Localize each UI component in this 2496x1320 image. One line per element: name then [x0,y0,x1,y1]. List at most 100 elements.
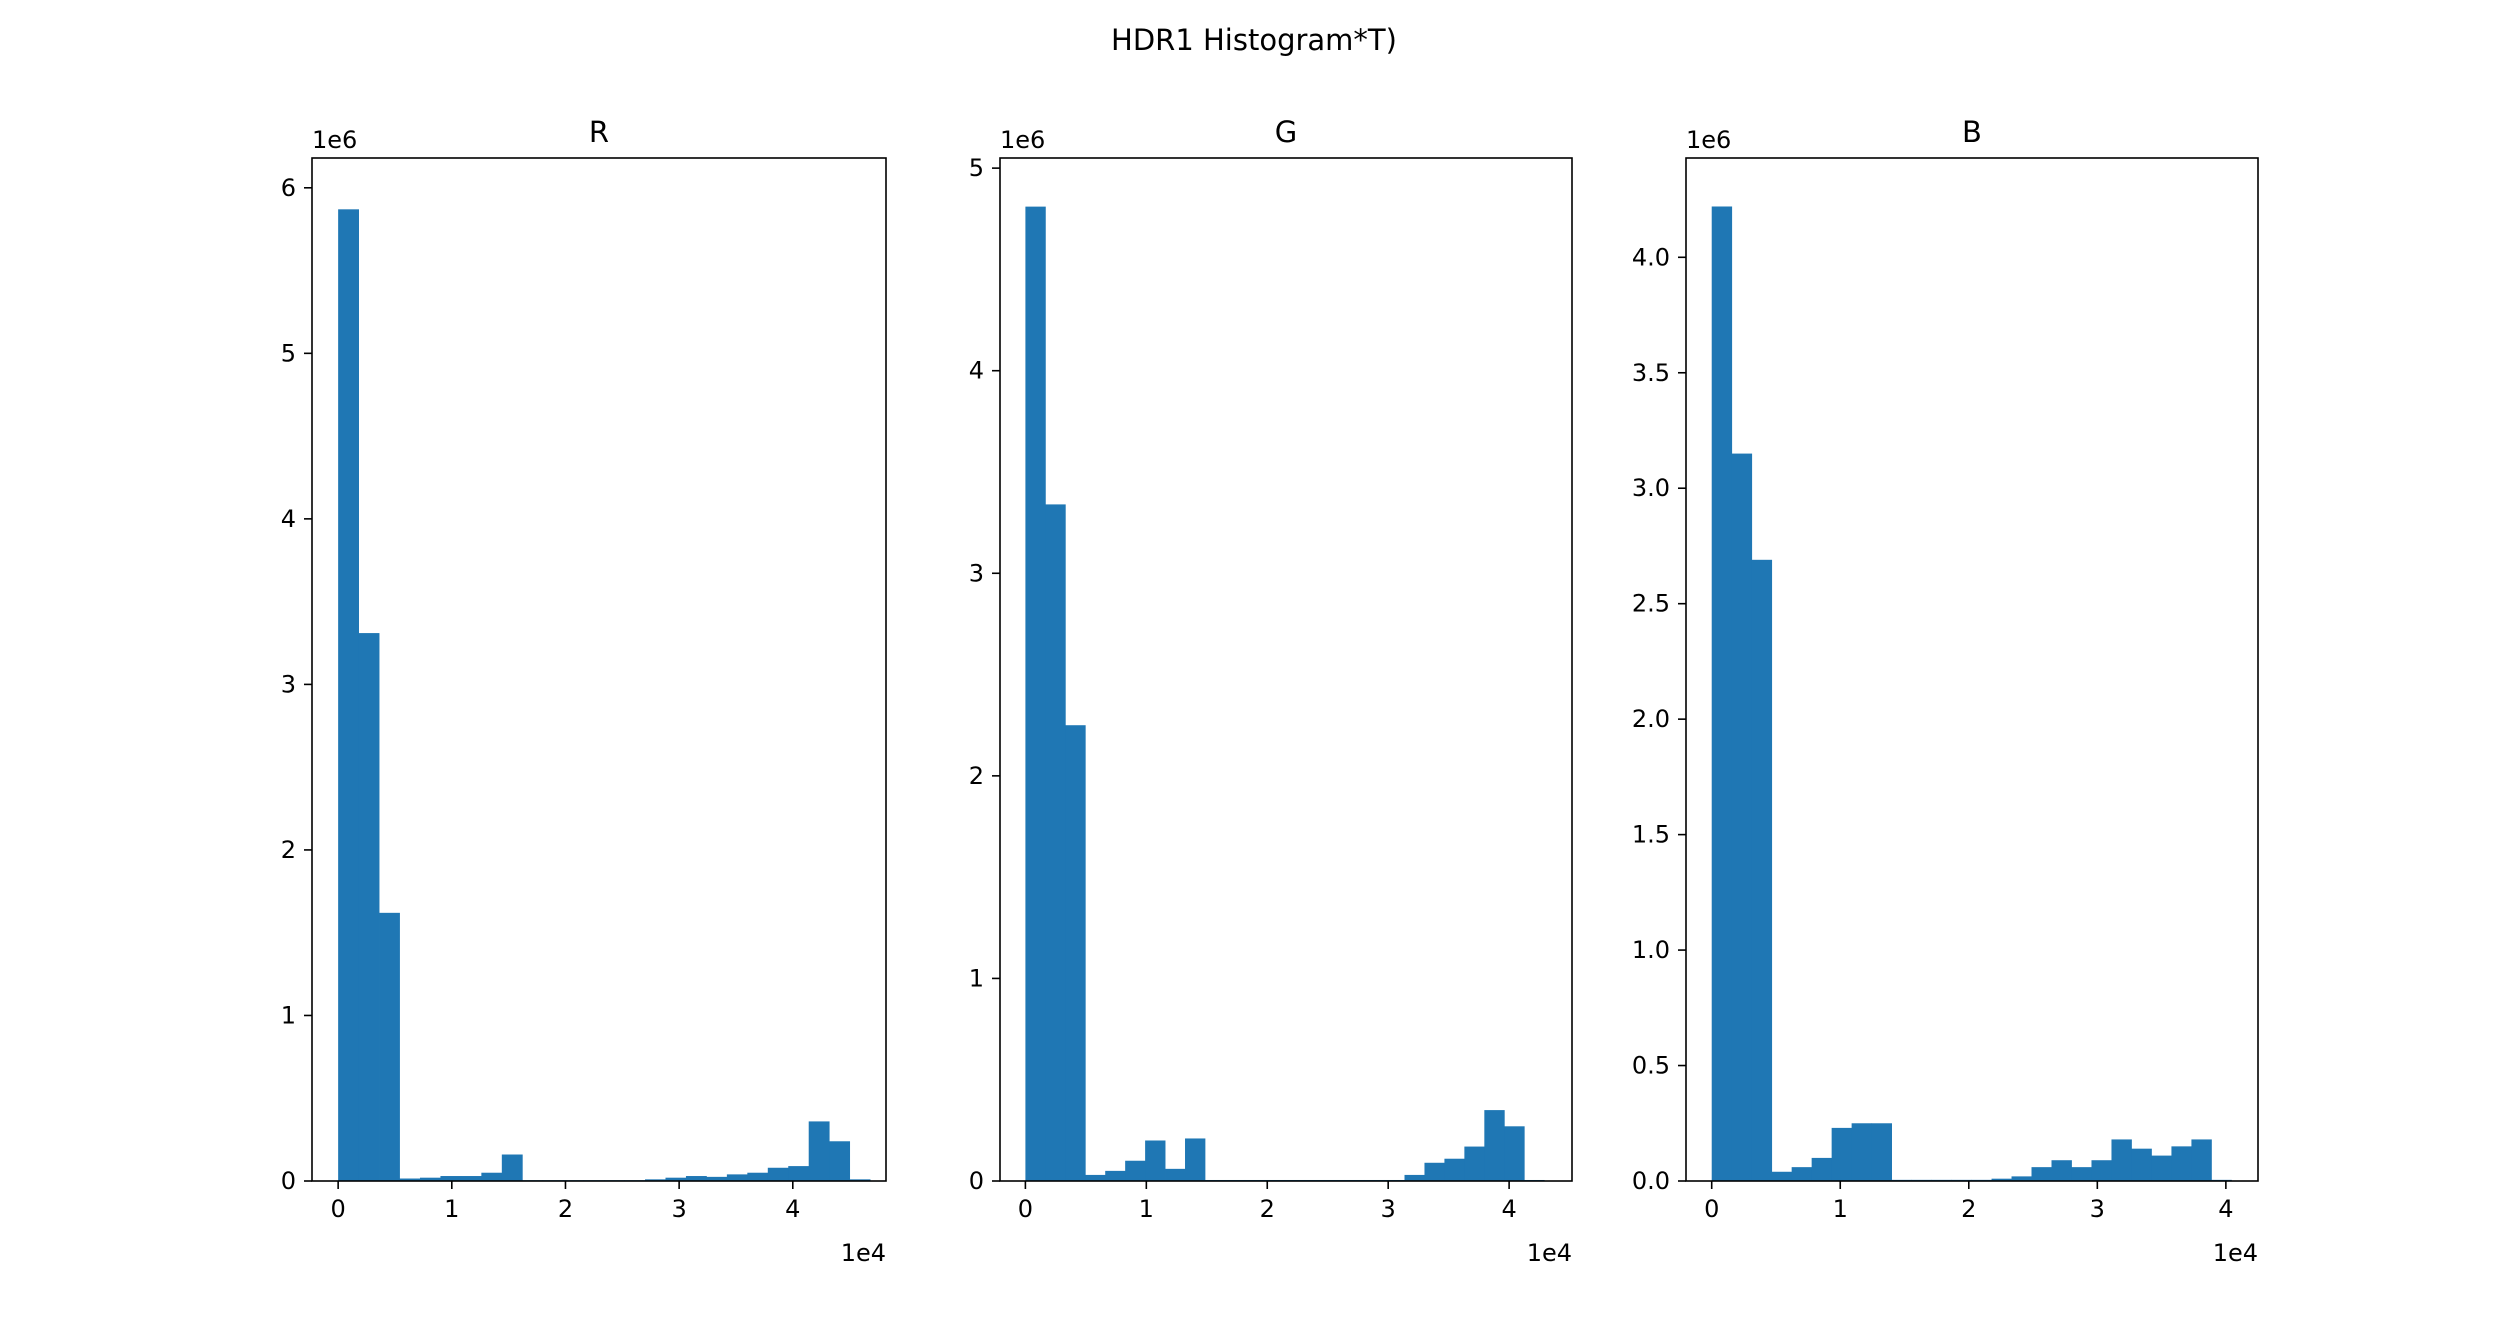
x-multiplier-label: 1e4 [2213,1239,2258,1267]
histogram-bar [1145,1140,1166,1181]
histogram-bar [481,1172,503,1181]
y-tick-label: 3.5 [1632,359,1670,387]
histogram-bar [1424,1162,1445,1181]
y-tick-label: 2 [281,836,296,864]
y-multiplier-label: 1e6 [1000,126,1045,154]
x-tick-label: 3 [671,1195,686,1223]
histogram-bar [2131,1148,2152,1181]
histogram-bar [1991,1178,2012,1181]
y-tick-label: 4.0 [1632,243,1670,271]
y-tick-label: 6 [281,174,296,202]
histogram-bar [1791,1167,1813,1181]
x-multiplier-label: 1e4 [841,1239,886,1267]
y-tick-label: 0 [281,1167,296,1195]
histogram-bar [2031,1167,2052,1181]
histogram-bar [1085,1174,1106,1181]
histogram-bar [1771,1171,1793,1181]
histogram-bar [2151,1155,2172,1181]
histogram-bar [1065,725,1086,1181]
histogram-bar [726,1174,748,1181]
histogram-bar [665,1177,687,1181]
x-tick-label: 3 [1381,1195,1396,1223]
histogram-bar [1751,559,1773,1181]
histogram-bar [788,1166,810,1181]
histogram-bar [1404,1174,1425,1181]
y-multiplier-label: 1e6 [312,126,357,154]
x-tick-label: 2 [1260,1195,1275,1223]
histogram-bar [1504,1126,1525,1181]
histogram-panel-g: 0 1 2 3 4 0 1 2 3 4 5 1e6 1e4 G [969,115,1573,1267]
histogram-bar [1831,1127,1853,1181]
histogram-panel-b: 0 1 2 3 4 0.0 0.5 1.0 1.5 2.0 2.5 3.0 3.5 4.0 1e6 1e4 B [1632,115,2259,1267]
y-tick-label: 5 [969,154,984,182]
y-tick-label: 4 [281,505,296,533]
histogram-bar [1711,206,1733,1182]
histogram-bar [399,1178,421,1181]
y-tick-label: 5 [281,339,296,367]
y-tick-label: 1 [281,1001,296,1029]
histogram-bar [1731,453,1753,1182]
x-tick-label: 1 [1833,1195,1848,1223]
x-multiplier-label: 1e4 [1527,1239,1572,1267]
x-tick-label: 1 [1139,1195,1154,1223]
x-tick-label: 3 [2090,1195,2105,1223]
histogram-bar [1125,1160,1146,1181]
x-tick-label: 0 [331,1195,346,1223]
histogram-bar [747,1172,769,1181]
histogram-bar [440,1176,462,1181]
histogram-bar [1025,206,1046,1181]
axes-frame [999,157,1573,1182]
axes-frame [311,157,887,1182]
histogram-bar [1165,1168,1186,1181]
histogram-bar [767,1167,789,1181]
histogram-panel-r: 0 1 2 3 4 0 1 2 3 4 5 6 1e6 1e4 R [281,115,887,1267]
histogram-bar [706,1176,728,1181]
axes-frame [1685,157,2259,1182]
panel-title: G [1275,115,1297,149]
x-tick-label: 4 [785,1195,800,1223]
histogram-bar [419,1177,441,1181]
histogram-bar [1484,1110,1505,1181]
y-multiplier-label: 1e6 [1686,126,1731,154]
histogram-bar [2011,1176,2032,1181]
y-tick-label: 4 [969,357,984,385]
y-tick-label: 3 [281,670,296,698]
histogram-bar [1811,1157,1833,1181]
x-tick-label: 1 [444,1195,459,1223]
figure-title: HDR1 Histogram*T) [1111,23,1397,57]
histogram-bar [460,1176,482,1181]
histogram-bar [2111,1139,2132,1181]
histogram-bar [379,912,400,1181]
y-tick-label: 1.0 [1632,936,1670,964]
y-tick-label: 2.5 [1632,590,1670,618]
x-tick-label: 4 [2218,1195,2233,1223]
histogram-bar [2091,1160,2112,1181]
histogram-bar [358,633,380,1181]
histogram-bar [1444,1158,1465,1181]
histogram-bar [849,1179,871,1181]
x-tick-label: 2 [1961,1195,1976,1223]
x-tick-label: 0 [1018,1195,1033,1223]
histogram-bar [501,1154,523,1181]
y-tick-label: 0.0 [1632,1167,1670,1195]
histogram-bar [1185,1138,1206,1181]
histogram-bar [1851,1123,1873,1181]
histogram-bar [338,209,359,1181]
histogram-bar [2071,1167,2092,1181]
y-tick-label: 0.5 [1632,1052,1670,1080]
x-tick-label: 0 [1704,1195,1719,1223]
histogram-bar [1871,1123,1892,1181]
histogram-bar [808,1121,830,1181]
histogram-bar [2191,1139,2212,1181]
histogram-bar [1464,1146,1485,1181]
y-tick-label: 1.5 [1632,821,1670,849]
panel-title: B [1962,115,1982,149]
y-tick-label: 2 [969,762,984,790]
histogram-bar [685,1176,707,1181]
panel-title: R [589,115,609,149]
x-tick-label: 2 [558,1195,573,1223]
y-tick-label: 2.0 [1632,705,1670,733]
y-tick-label: 3 [969,559,984,587]
